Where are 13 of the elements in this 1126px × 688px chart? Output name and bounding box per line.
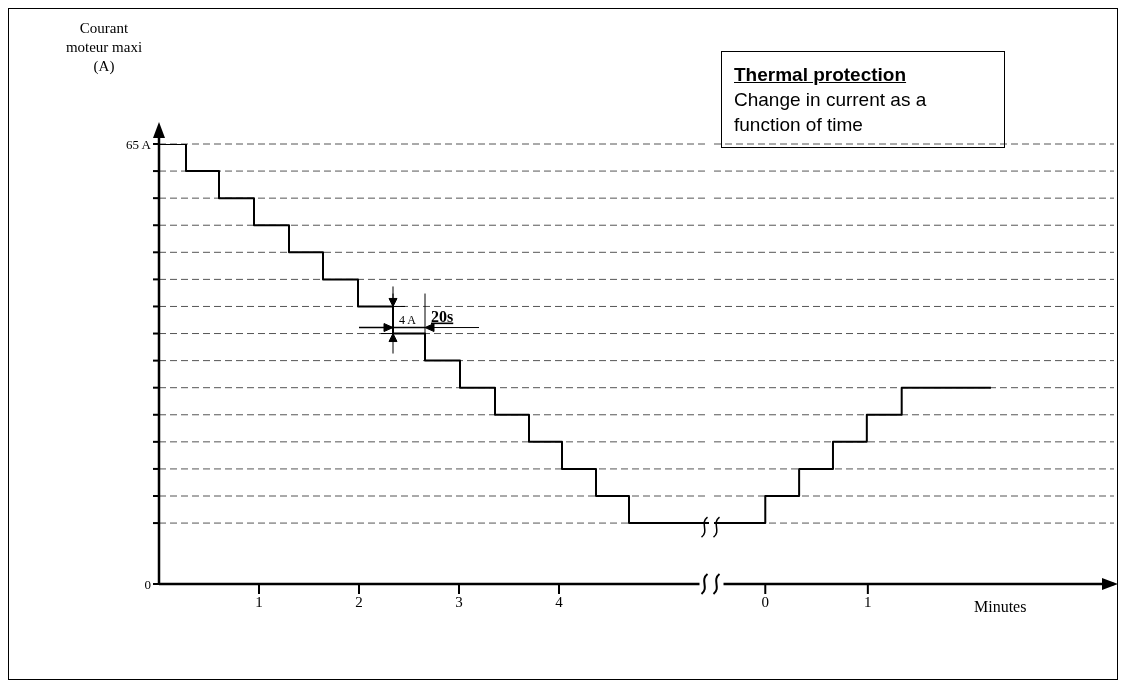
y-axis-title: Courant moteur maxi (A) — [64, 19, 144, 76]
x-tick-label: 0 — [761, 593, 770, 610]
x-tick-label: 1 — [864, 593, 872, 610]
x-tick-label: 1 — [255, 593, 263, 610]
x-axis-title: Minutes — [974, 598, 1027, 616]
chart-subtitle: Change in current as a function of time — [734, 88, 928, 137]
x-tick-label: 3 — [455, 593, 463, 610]
x-tick-label: 4 — [555, 593, 564, 610]
annotation: 20s — [431, 307, 454, 325]
chart-title: Thermal protection — [734, 63, 908, 87]
annotation: 4 A — [399, 313, 417, 327]
y-tick-label: 65 A — [126, 136, 152, 152]
x-tick-label: 2 — [355, 593, 363, 610]
